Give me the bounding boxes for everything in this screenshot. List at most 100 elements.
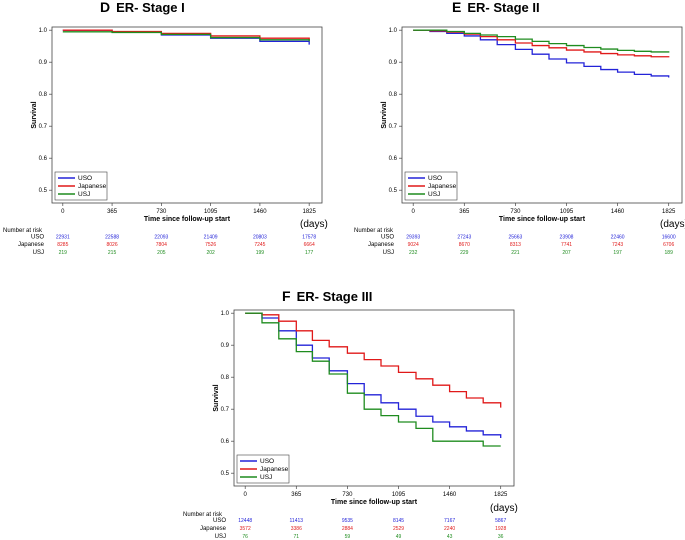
risk-row-label: USJ xyxy=(215,534,226,540)
risk-cell: 49 xyxy=(396,534,402,540)
risk-cell: 2884 xyxy=(342,526,353,532)
risk-cell: 22588 xyxy=(105,235,119,241)
y-tick-label: 0.9 xyxy=(389,60,398,66)
y-tick-label: 0.6 xyxy=(39,156,48,162)
panel-title: F ER- Stage III xyxy=(282,288,372,304)
y-tick-label: 0.7 xyxy=(389,124,398,130)
risk-cell: 7741 xyxy=(561,242,572,248)
risk-cell: 202 xyxy=(206,250,215,256)
risk-cell: 3572 xyxy=(240,526,251,532)
x-tick-label: 0 xyxy=(244,492,248,498)
risk-cell: 7167 xyxy=(444,518,455,524)
y-tick-label: 0.9 xyxy=(221,343,230,349)
risk-cell: 29393 xyxy=(406,235,420,241)
series-line-usj xyxy=(413,29,670,53)
panel-e: E ER- Stage II 0.5 0.6 0.7 0.8 0.9 1.0 0 365 730 10… xyxy=(354,0,685,256)
x-tick-label: 365 xyxy=(291,492,302,498)
x-tick-label: 365 xyxy=(459,209,470,215)
panel-d: D ER- Stage I 0.5 0.6 0.7 0.8 0.9 1.0 0 365 730 109… xyxy=(3,0,328,256)
risk-cell: 199 xyxy=(256,250,265,256)
risk-cell: 22093 xyxy=(154,235,168,241)
series-line-usj xyxy=(62,31,310,42)
risk-cell: 27243 xyxy=(457,235,471,241)
y-axis-label: Survival xyxy=(31,101,38,128)
risk-cell: 23908 xyxy=(560,235,574,241)
x-tick-label: 0 xyxy=(61,209,65,215)
risk-cell: 8670 xyxy=(459,242,470,248)
risk-row-label: USO xyxy=(31,235,44,241)
risk-cell: 11413 xyxy=(290,518,304,524)
risk-cell: 229 xyxy=(460,250,469,256)
risk-cell: 8285 xyxy=(57,242,68,248)
y-axis-label: Survival xyxy=(381,101,388,128)
risk-cell: 177 xyxy=(305,250,314,256)
risk-row-label: USO xyxy=(381,235,394,241)
x-tick-label: 0 xyxy=(412,209,416,215)
legend-label: USJ xyxy=(260,474,272,481)
x-tick-label: 1095 xyxy=(204,209,218,215)
legend-label: USO xyxy=(78,175,92,182)
x-axis-label: Time since follow-up start xyxy=(144,216,231,223)
risk-table-header: Number at risk xyxy=(3,228,43,234)
risk-cell: 8313 xyxy=(510,242,521,248)
y-tick-label: 0.7 xyxy=(39,124,48,130)
risk-cell: 16600 xyxy=(662,235,676,241)
risk-cell: 71 xyxy=(294,534,300,540)
risk-cell: 219 xyxy=(59,250,68,256)
risk-cell: 9535 xyxy=(342,518,353,524)
x-axis-unit: (days) xyxy=(300,219,328,230)
risk-table-header: Number at risk xyxy=(354,228,394,234)
legend-label: USO xyxy=(260,458,274,465)
risk-cell: 7804 xyxy=(156,242,167,248)
x-tick-label: 1460 xyxy=(611,209,625,215)
x-tick-label: 1460 xyxy=(253,209,267,215)
y-tick-label: 0.5 xyxy=(221,471,230,477)
x-tick-label: 1825 xyxy=(494,492,508,498)
x-axis-unit: (days) xyxy=(660,219,685,230)
x-tick-label: 1825 xyxy=(302,209,316,215)
panel-title-text: ER- Stage II xyxy=(467,0,539,15)
risk-cell: 25663 xyxy=(508,235,522,241)
risk-cell: 5867 xyxy=(495,518,506,524)
y-axis-label: Survival xyxy=(213,384,220,411)
series-line-japanese xyxy=(62,29,310,41)
legend-label: Japanese xyxy=(78,183,107,190)
risk-cell: 205 xyxy=(157,250,166,256)
panel-letter: E xyxy=(452,0,461,15)
risk-cell: 9024 xyxy=(408,242,419,248)
x-tick-label: 730 xyxy=(342,492,353,498)
x-tick-label: 1825 xyxy=(662,209,676,215)
y-tick-label: 0.9 xyxy=(39,60,48,66)
x-tick-label: 1460 xyxy=(443,492,457,498)
risk-cell: 7245 xyxy=(254,242,265,248)
y-tick-label: 1.0 xyxy=(39,28,48,34)
x-axis-label: Time since follow-up start xyxy=(331,499,418,506)
risk-cell: 22460 xyxy=(611,235,625,241)
risk-cell: 22931 xyxy=(56,235,70,241)
y-tick-label: 0.5 xyxy=(39,188,48,194)
risk-cell: 76 xyxy=(242,534,248,540)
risk-cell: 1928 xyxy=(495,526,506,532)
risk-cell: 2240 xyxy=(444,526,455,532)
x-axis-unit: (days) xyxy=(490,503,518,514)
risk-cell: 221 xyxy=(511,250,520,256)
risk-row-label: Japanese xyxy=(368,242,395,248)
x-tick-label: 1095 xyxy=(560,209,574,215)
y-tick-label: 0.8 xyxy=(221,375,230,381)
risk-row-label: USJ xyxy=(383,250,394,256)
panel-title: E ER- Stage II xyxy=(452,0,540,15)
risk-cell: 3386 xyxy=(291,526,302,532)
y-tick-label: 0.8 xyxy=(39,92,48,98)
panel-letter: F xyxy=(282,288,291,304)
panel-title: D ER- Stage I xyxy=(100,0,185,15)
x-axis-label: Time since follow-up start xyxy=(499,216,586,223)
risk-table-header: Number at risk xyxy=(183,512,223,518)
series-line-usj xyxy=(245,312,501,447)
y-tick-label: 0.6 xyxy=(389,156,398,162)
